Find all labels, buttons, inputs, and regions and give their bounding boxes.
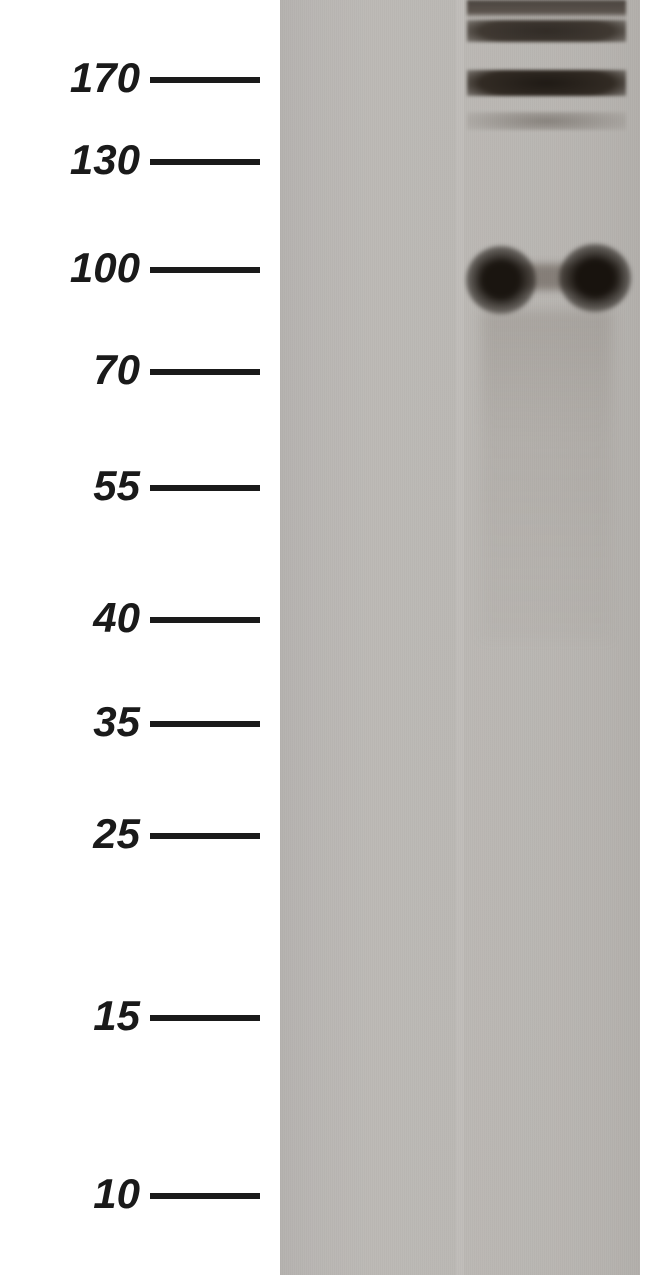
ladder-label-10: 10 (0, 1170, 140, 1218)
membrane (280, 0, 640, 1275)
lane-1-control (287, 0, 453, 1275)
ladder-tick-70 (150, 369, 260, 375)
ladder-tick-25 (150, 833, 260, 839)
band-100-main-right (559, 244, 631, 312)
ladder-tick-170 (150, 77, 260, 83)
blot-container: 170 130 100 70 55 40 35 25 15 10 (0, 0, 650, 1275)
ladder-label-70: 70 (0, 346, 140, 394)
band-170 (467, 70, 626, 96)
band-210 (467, 20, 626, 42)
ladder-label-25: 25 (0, 810, 140, 858)
ladder-label-55: 55 (0, 462, 140, 510)
band-150-faint (467, 112, 626, 130)
ladder-label-130: 130 (0, 136, 140, 184)
ladder-tick-55 (150, 485, 260, 491)
ladder-label-170: 170 (0, 54, 140, 102)
ladder-tick-15 (150, 1015, 260, 1021)
lane-2-sample-streak (481, 310, 612, 640)
band-100-main-left (466, 246, 536, 314)
ladder-label-15: 15 (0, 992, 140, 1040)
ladder-label-40: 40 (0, 594, 140, 642)
ladder-tick-130 (150, 159, 260, 165)
ladder-tick-35 (150, 721, 260, 727)
ladder-tick-100 (150, 267, 260, 273)
ladder-label-35: 35 (0, 698, 140, 746)
ladder-label-100: 100 (0, 244, 140, 292)
ladder-tick-10 (150, 1193, 260, 1199)
ladder-tick-40 (150, 617, 260, 623)
band-top-smear (467, 0, 626, 18)
lane-2-sample (460, 0, 633, 1275)
